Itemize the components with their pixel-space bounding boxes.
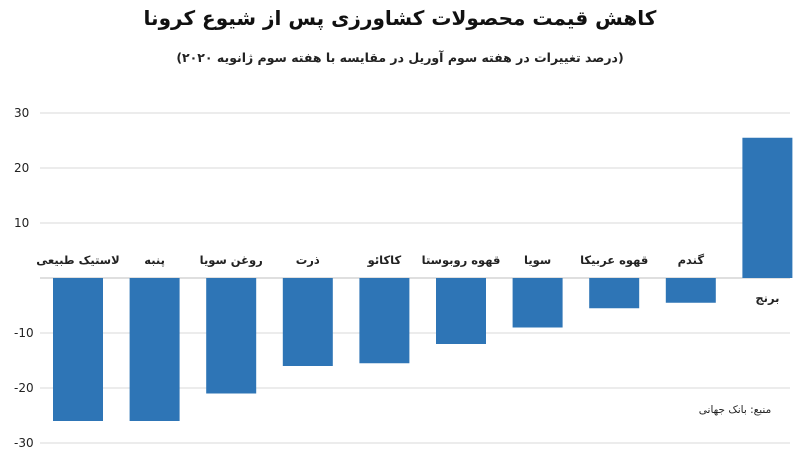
y-tick-label: -10	[14, 326, 34, 340]
y-tick-label: -30	[14, 436, 34, 450]
category-label: قهوه روبوستا	[422, 253, 501, 268]
bar	[359, 278, 410, 364]
bar	[282, 278, 333, 366]
bar	[665, 278, 716, 303]
bar	[436, 278, 486, 344]
category-label: لاستیک طبیعی	[36, 253, 119, 267]
category-label: قهوه عربیکا	[580, 253, 648, 268]
category-label: برنج	[755, 291, 779, 305]
category-label: سویا	[524, 253, 551, 268]
category-label: پنبه	[144, 253, 165, 267]
y-tick-label: -20	[14, 381, 34, 395]
bar	[206, 278, 257, 394]
chart-subtitle: (درصد تغییرات در هفته سوم آوریل در مقایس…	[176, 50, 624, 65]
bar	[512, 278, 563, 328]
bar	[589, 278, 640, 309]
chart-title: کاهش قیمت محصولات کشاورزی پس از شیوع کرو…	[143, 6, 657, 30]
category-label: کاکائو	[367, 253, 402, 268]
category-label: گندم	[678, 253, 705, 267]
bar	[53, 278, 103, 421]
bar	[742, 137, 793, 278]
bar	[129, 278, 180, 421]
category-label: روغن سویا	[200, 253, 263, 268]
source-note: منبع: بانک جهانی	[698, 404, 772, 416]
y-tick-label: 10	[14, 216, 29, 230]
y-tick-label: 30	[14, 106, 29, 120]
y-tick-label: 20	[14, 161, 29, 175]
category-label: ذرت	[296, 253, 320, 267]
